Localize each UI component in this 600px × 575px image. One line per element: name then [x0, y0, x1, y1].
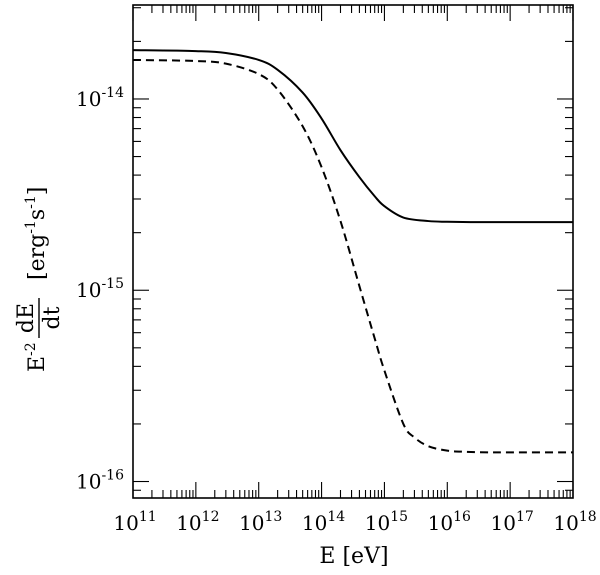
x-tick-label-base: 10: [365, 511, 390, 535]
x-tick-label-exponent: 17: [516, 509, 534, 525]
plot-frame: [132, 4, 574, 499]
y-tick-label-base: 10: [76, 278, 101, 302]
svg-text:[erg-1s-1]: [erg-1s-1]: [23, 187, 50, 280]
x-tick-label-base: 10: [302, 511, 327, 535]
x-tick-label-base: 10: [113, 511, 138, 535]
x-tick-label-base: 10: [239, 511, 264, 535]
x-tick-label: 1018: [553, 509, 596, 535]
series-line-dashed: [132, 58, 573, 454]
x-tick-label: 1014: [302, 509, 345, 535]
x-tick-label-base: 10: [176, 511, 201, 535]
x-tick-label: 1015: [365, 509, 408, 535]
x-tick-label-exponent: 11: [139, 509, 157, 525]
y-label-units-exp2: -1: [23, 195, 39, 209]
series-line-solid: [132, 49, 573, 224]
y-axis-label: E-2 dE dt [erg-1s-1]: [14, 187, 65, 372]
x-tick-label-exponent: 16: [453, 509, 471, 525]
x-tick-label: 1012: [176, 509, 219, 535]
x-tick-label: 1013: [239, 509, 282, 535]
x-tick-label-exponent: 13: [265, 509, 283, 525]
x-tick-label: 1011: [113, 509, 156, 535]
x-tick-label-base: 10: [491, 511, 516, 535]
y-label-prefix: E: [25, 356, 50, 372]
x-tick-label-exponent: 15: [390, 509, 408, 525]
svg-text:E-2: E-2: [23, 342, 50, 372]
x-tick-label-exponent: 18: [579, 509, 597, 525]
y-label-frac-denominator: dt: [40, 306, 65, 329]
y-tick-label-base: 10: [76, 470, 101, 494]
y-label-units-close: ]: [25, 187, 50, 196]
x-tick-label-exponent: 12: [202, 509, 220, 525]
x-tick-labels: 1011 1012 1013 1014 1015 1016 1017 1018: [113, 509, 596, 535]
y-label-units-open: [erg: [25, 234, 50, 280]
tick-marks: [132, 5, 574, 498]
y-label-units-mid: s: [25, 209, 50, 220]
x-tick-label: 1016: [428, 509, 471, 535]
series-layer: [132, 49, 573, 454]
y-label-units-exp1: -1: [23, 220, 39, 234]
y-tick-label: 10-14: [76, 85, 124, 111]
y-tick-label-exponent: -15: [101, 276, 124, 292]
x-tick-label: 1017: [491, 509, 534, 535]
x-axis-label: E [eV]: [319, 544, 388, 569]
y-tick-label-exponent: -14: [101, 85, 124, 101]
y-tick-label: 10-16: [76, 468, 124, 494]
y-label-frac-numerator: dE: [14, 303, 39, 333]
y-tick-label-exponent: -16: [101, 468, 124, 484]
y-label-prefix-exponent: -2: [23, 342, 39, 356]
x-tick-label-exponent: 14: [327, 509, 345, 525]
x-tick-label-base: 10: [428, 511, 453, 535]
x-tick-label-base: 10: [553, 511, 578, 535]
y-tick-label: 10-15: [76, 276, 124, 302]
y-tick-label-base: 10: [76, 87, 101, 111]
